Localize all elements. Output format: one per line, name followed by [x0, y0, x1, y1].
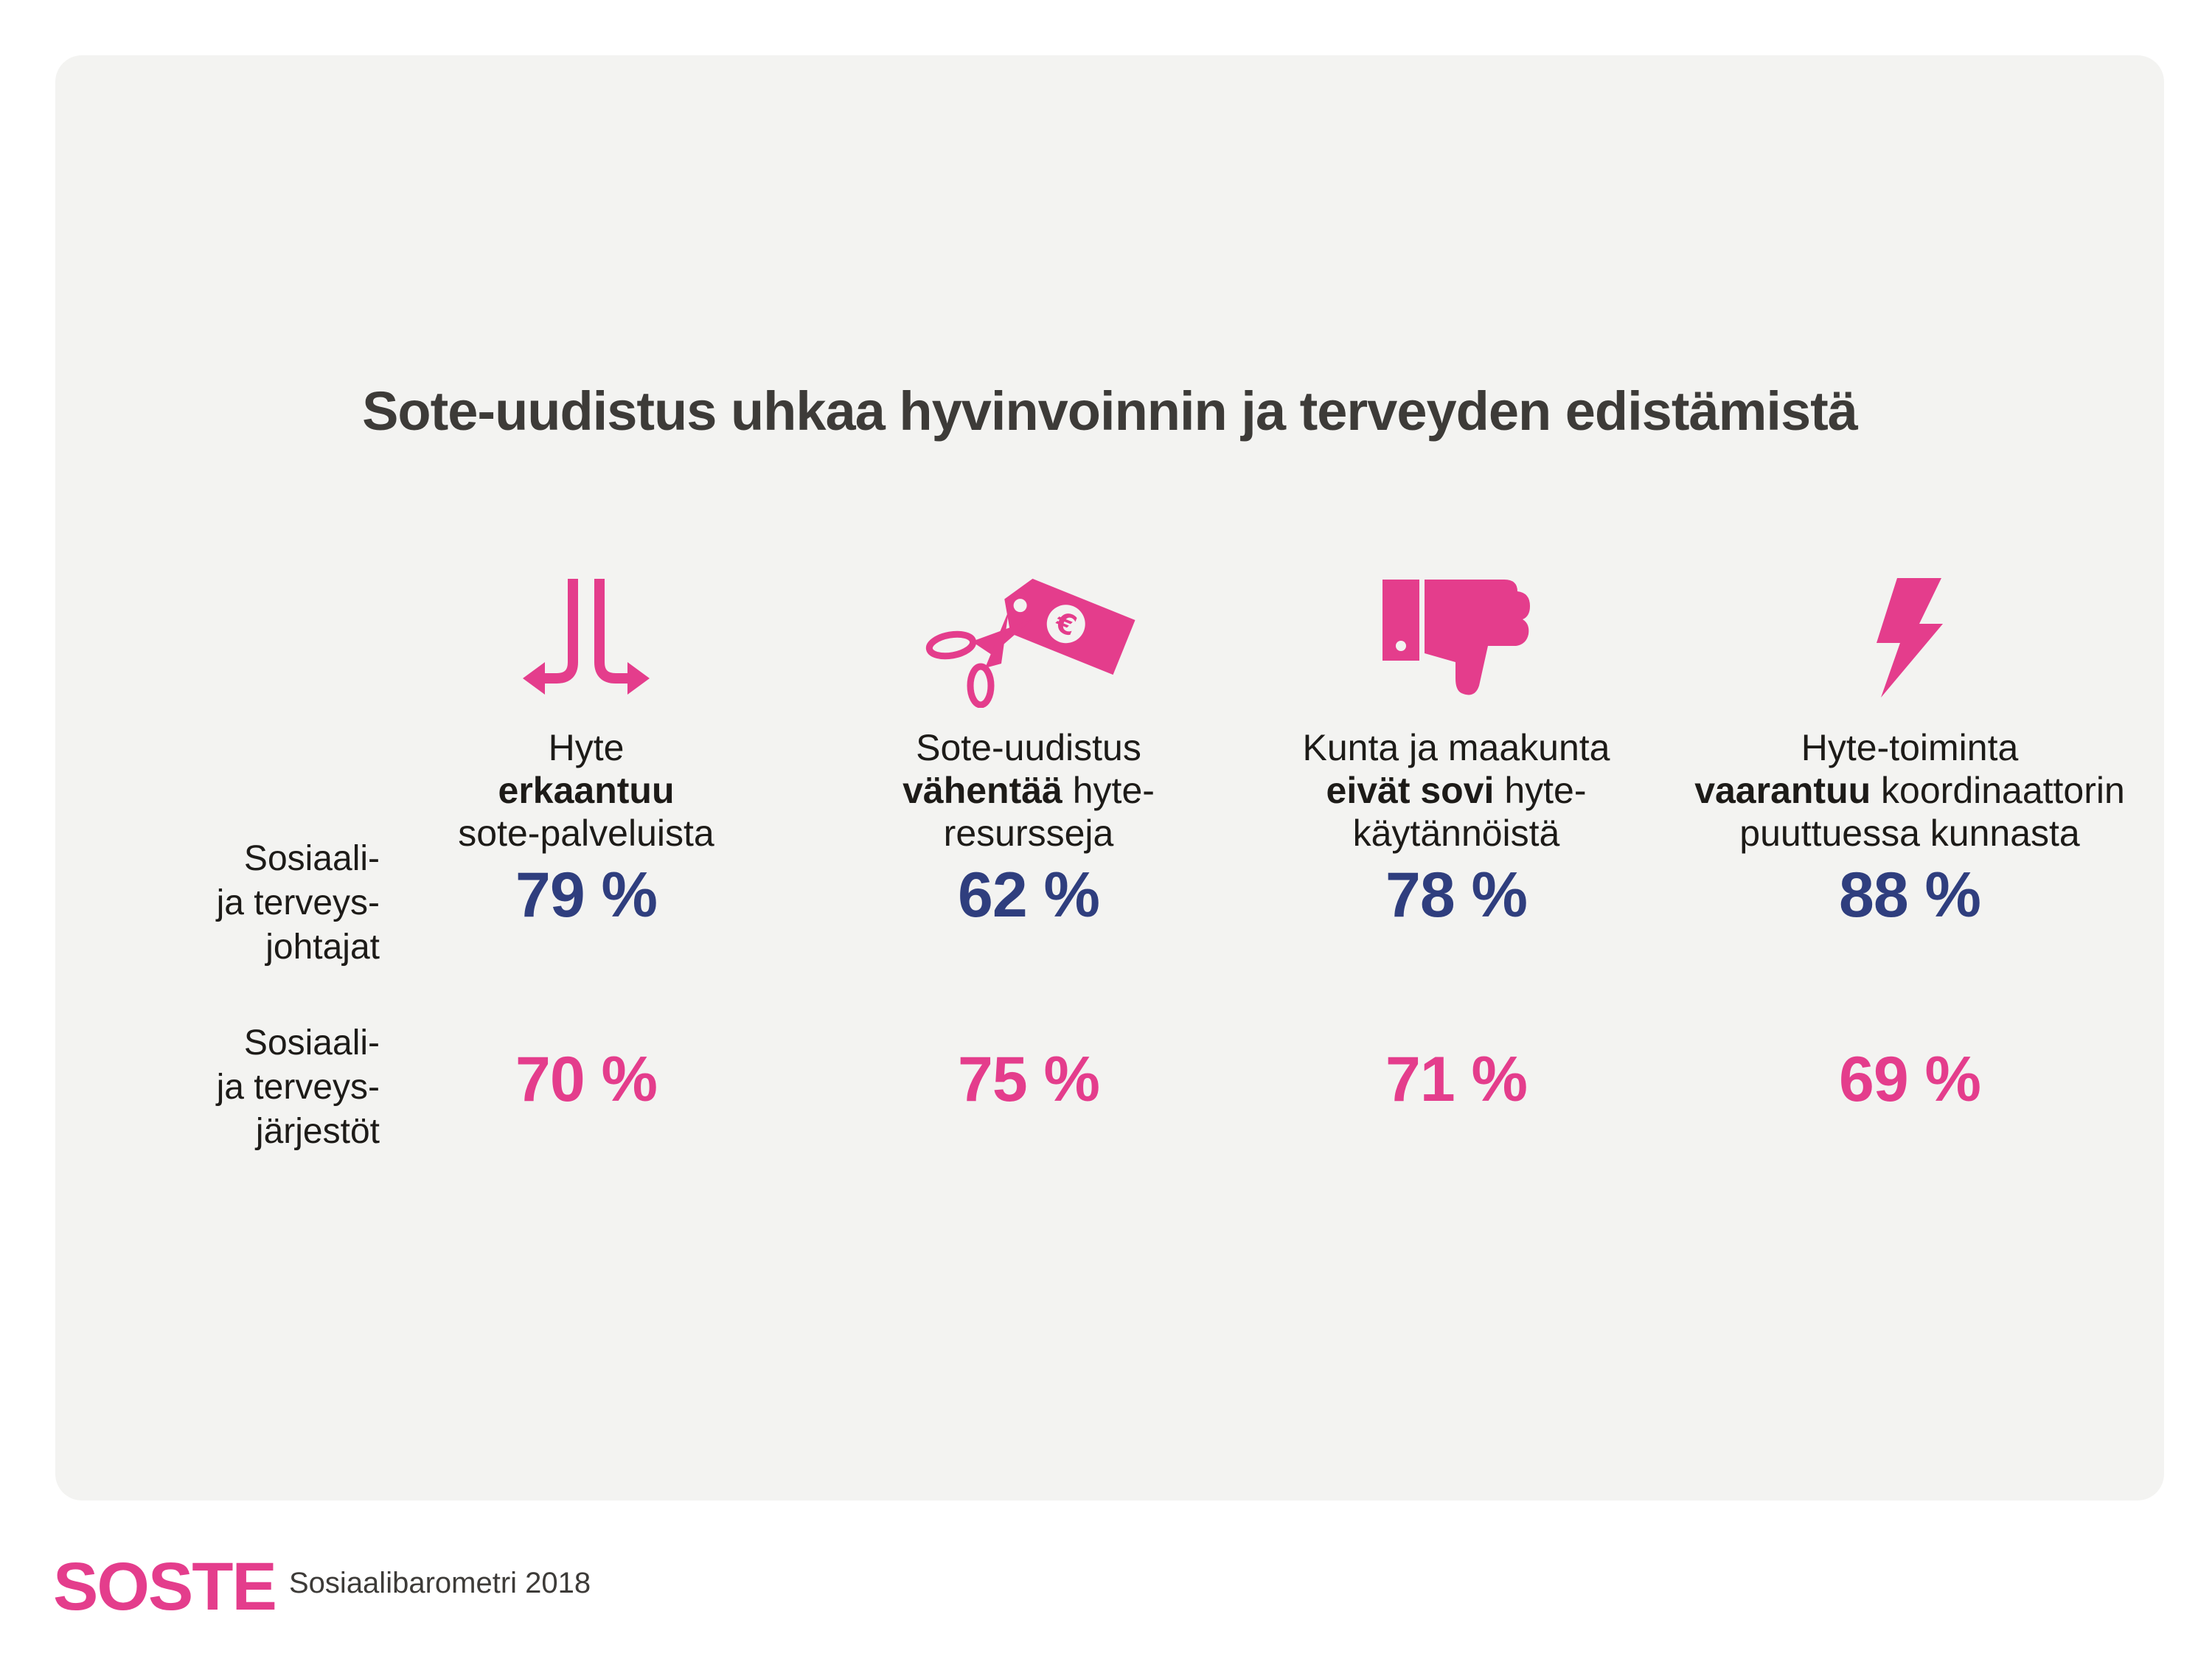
value-jarjestot-vahentaa: 75 %	[957, 1044, 1100, 1115]
desc-text: hyte-	[1494, 770, 1587, 811]
desc-emphasis: erkaantuu	[498, 770, 675, 811]
value-jarjestot-vaarantuu: 69 %	[1838, 1044, 1981, 1115]
scissors-price-tag-euro-icon: €	[800, 564, 1257, 712]
desc-text: Hyte-toiminta	[1801, 727, 2019, 768]
column-description: Sote-uudistus vähentää hyte- resursseja	[800, 726, 1257, 855]
column-hyte-erkaantuu: Hyte erkaantuu sote-palveluista	[358, 564, 815, 855]
row-label-line: Sosiaali-	[243, 839, 380, 878]
value-jarjestot-hyte-erkaantuu: 70 %	[515, 1044, 658, 1115]
value-jarjestot-eivat-sovi: 71 %	[1385, 1044, 1528, 1115]
column-description: Kunta ja maakunta eivät sovi hyte- käytä…	[1228, 726, 1685, 855]
column-description: Hyte-toiminta vaarantuu koordinaattorin …	[1681, 726, 2138, 855]
desc-text: Sote-uudistus	[916, 727, 1141, 768]
value-johtajat-vahentaa: 62 %	[957, 860, 1100, 931]
desc-text: puuttuessa kunnasta	[1739, 813, 2080, 854]
row-label-line: johtajat	[265, 928, 380, 967]
desc-emphasis: vaarantuu	[1694, 770, 1871, 811]
desc-text: Kunta ja maakunta	[1302, 727, 1610, 768]
column-vahentaa-resursseja: € Sote-uudistus vähentää hyte- resurssej…	[800, 564, 1257, 855]
row-label-line: ja terveys-	[216, 1068, 380, 1107]
desc-text: hyte-	[1062, 770, 1155, 811]
column-description: Hyte erkaantuu sote-palveluista	[358, 726, 815, 855]
desc-text: koordinaattorin	[1871, 770, 2125, 811]
row-label-line: järjestöt	[255, 1112, 380, 1151]
desc-emphasis: vähentää	[902, 770, 1062, 811]
desc-text: Hyte	[548, 727, 625, 768]
column-vaarantuu: Hyte-toiminta vaarantuu koordinaattorin …	[1681, 564, 2138, 855]
value-johtajat-eivat-sovi: 78 %	[1385, 860, 1528, 931]
desc-text: sote-palveluista	[458, 813, 714, 854]
infographic-panel: Sote-uudistus uhkaa hyvinvoinnin ja terv…	[55, 55, 2164, 1500]
diverging-arrows-icon	[358, 564, 815, 712]
source-text: Sosiaalibarometri 2018	[289, 1567, 591, 1599]
desc-text: resursseja	[943, 813, 1114, 854]
soste-logo: SOSTE	[53, 1549, 277, 1624]
desc-text: käytännöistä	[1352, 813, 1560, 854]
desc-emphasis: eivät sovi	[1326, 770, 1495, 811]
thumbs-down-icon	[1228, 564, 1685, 712]
row-label-jarjestot: Sosiaali- ja terveys- järjestöt	[144, 1021, 380, 1154]
value-johtajat-vaarantuu: 88 %	[1838, 860, 1981, 931]
row-label-line: ja terveys-	[216, 883, 380, 922]
row-label-johtajat: Sosiaali- ja terveys- johtajat	[144, 837, 380, 970]
column-eivat-sovi: Kunta ja maakunta eivät sovi hyte- käytä…	[1228, 564, 1685, 855]
lightning-icon	[1681, 564, 2138, 712]
page-title: Sote-uudistus uhkaa hyvinvoinnin ja terv…	[362, 380, 1858, 442]
value-johtajat-hyte-erkaantuu: 79 %	[515, 860, 658, 931]
row-label-line: Sosiaali-	[243, 1023, 380, 1062]
